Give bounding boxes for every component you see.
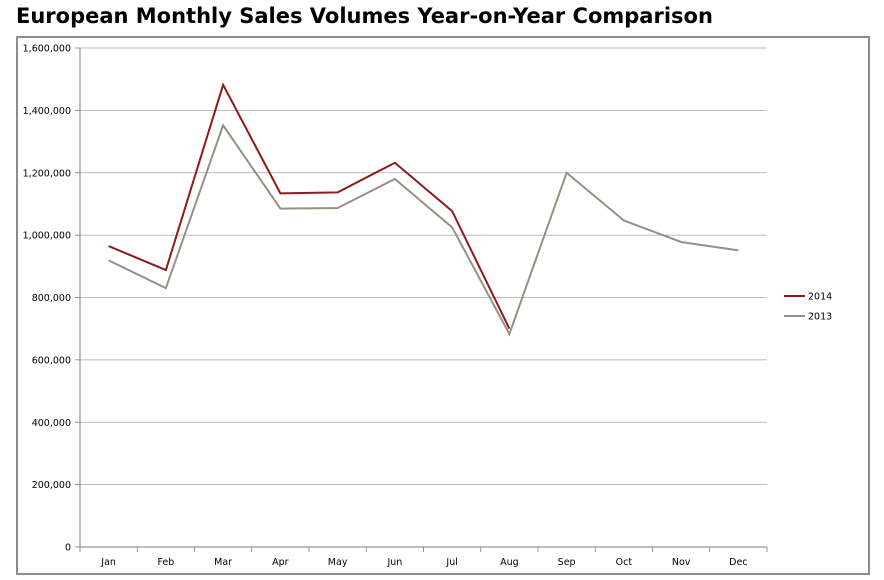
x-axis-tick-labels: Jan Feb Mar Apr May Jun Jul Aug Sep Oct Nov Dec [100,557,747,568]
x-tick-label: Feb [157,557,174,568]
x-tick-label: Jun [386,557,402,568]
gridlines [80,47,767,486]
y-tick-label: 1,000,000 [23,231,71,242]
y-tick-label: 1,400,000 [23,106,71,117]
legend-label-2014: 2014 [808,292,832,303]
series-line-2013 [108,123,739,337]
y-tick-label: 400,000 [32,418,71,429]
y-tick-label: 200,000 [32,480,71,491]
x-tick-label: May [328,557,348,568]
x-tick-label: Jan [100,557,116,568]
y-tick-label: 800,000 [32,293,71,304]
axes [75,47,768,552]
x-tick-label: Apr [272,557,289,568]
y-tick-label: 0 [65,543,71,554]
x-tick-label: Mar [214,557,232,568]
y-tick-label: 1,200,000 [23,168,71,179]
x-tick-label: Nov [672,557,691,568]
chart-title: European Monthly Sales Volumes Year-on-Y… [16,4,713,28]
y-axis-tick-labels: 0 200,000 400,000 600,000 800,000 1,000,000 1,… [23,44,71,554]
x-tick-label: Dec [729,557,747,568]
series-line-2014 [108,82,511,330]
y-tick-label: 1,600,000 [23,44,71,55]
series-lines [108,82,739,337]
x-tick-label: Sep [558,557,576,568]
y-tick-label: 600,000 [32,355,71,366]
chart-frame [16,36,870,575]
x-tick-label: Oct [616,557,633,568]
x-tick-label: Jul [445,557,457,568]
x-tick-label: Aug [500,557,519,568]
legend-label-2013: 2013 [808,312,832,323]
legend: 2014 2013 [784,292,832,323]
